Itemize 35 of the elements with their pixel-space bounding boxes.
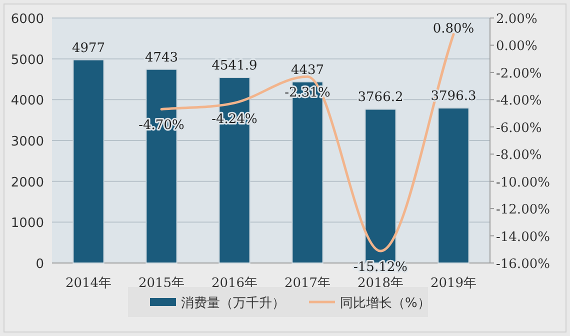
y2-tick-label: 0.00% <box>496 39 538 54</box>
x-tick-label: 2014年 <box>65 276 112 291</box>
y-tick-label: 1000 <box>10 216 44 232</box>
y-tick-label: 3000 <box>10 134 44 150</box>
x-tick-label: 2018年 <box>357 276 404 291</box>
y-tick-label: 5000 <box>10 52 44 68</box>
y2-tick-label: -4.00% <box>496 94 542 109</box>
y2-tick-label: -8.00% <box>496 148 542 164</box>
legend-label: 消费量（万千升） <box>181 296 285 311</box>
data-label: -15.12% <box>354 260 408 276</box>
y2-tick-label: -14.00% <box>496 230 550 245</box>
bar <box>438 107 470 264</box>
data-label: 4541.9 <box>212 58 258 74</box>
y-tick-label: 0 <box>36 257 44 272</box>
y2-tick-label: -6.00% <box>496 120 542 136</box>
x-tick-label: 2016年 <box>211 276 258 291</box>
x-tick-label: 2017年 <box>284 276 331 291</box>
x-tick-label: 2015年 <box>138 276 185 291</box>
y-tick-label: 4000 <box>10 94 44 109</box>
y-tick-label: 2000 <box>10 175 44 190</box>
data-label: 4977 <box>72 40 106 56</box>
y2-tick-label: -12.00% <box>496 202 550 218</box>
y2-tick-label: -16.00% <box>496 257 550 272</box>
bar <box>72 59 104 264</box>
y2-tick-label: 2.00% <box>496 12 538 27</box>
data-label: 0.80% <box>432 21 474 36</box>
data-label: 4437 <box>290 62 324 78</box>
y-tick-label: 6000 <box>10 12 44 27</box>
data-label: 4743 <box>144 50 178 66</box>
data-label: 3766.2 <box>358 90 404 106</box>
y2-tick-label: -2.00% <box>496 66 542 82</box>
x-tick-label: 2019年 <box>430 276 477 291</box>
data-label: 3796.3 <box>430 88 476 104</box>
legend-label: 同比增长（%） <box>340 296 430 311</box>
y2-tick-label: -10.00% <box>496 175 550 190</box>
